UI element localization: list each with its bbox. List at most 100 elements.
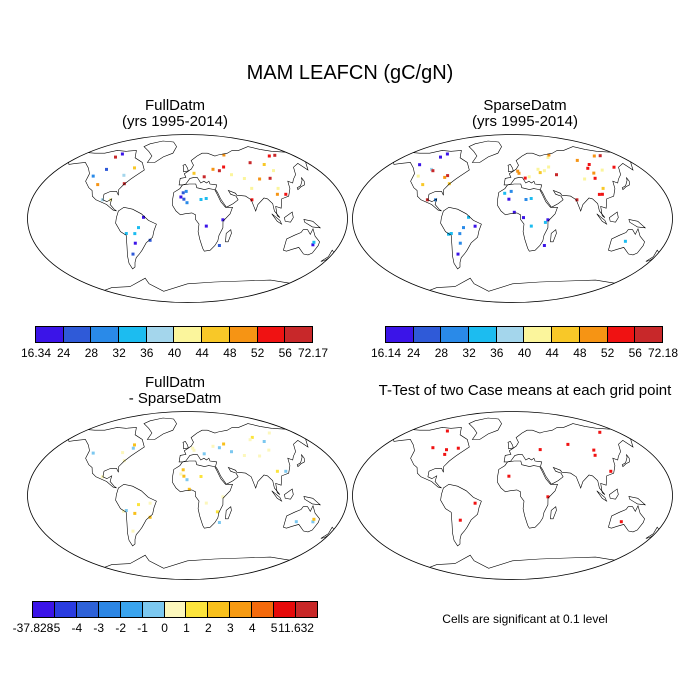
grid-cell xyxy=(217,244,221,247)
grid-cell xyxy=(431,446,435,450)
panel-title-full-line2: (yrs 1995-2014) xyxy=(122,113,228,130)
grid-cell xyxy=(217,169,221,173)
grid-cell xyxy=(312,240,316,244)
grid-cell xyxy=(133,443,136,447)
grid-cell xyxy=(131,252,135,256)
colorbar-tick-label: -3 xyxy=(93,621,105,635)
grid-cell xyxy=(542,244,546,247)
colorbar-tick-label: 24 xyxy=(57,346,71,360)
grid-cell xyxy=(600,192,604,196)
colorbar-tick-label: 24 xyxy=(407,346,421,360)
grid-cell xyxy=(179,472,183,476)
grid-cell xyxy=(542,169,546,173)
coastline-antarctica xyxy=(80,554,295,580)
colorbar-swatch xyxy=(90,326,120,343)
coastline-borneo xyxy=(284,488,294,500)
colorbar-tick-label: 56 xyxy=(628,346,642,360)
colorbar-swatch xyxy=(53,601,77,618)
panel-title-sparse-line2: (yrs 1995-2014) xyxy=(472,113,578,130)
grid-cell xyxy=(619,520,623,524)
colorbar-swatch xyxy=(119,601,143,618)
coastline-greenland xyxy=(468,417,502,440)
grid-cell xyxy=(131,529,135,533)
grid-cell xyxy=(222,442,226,446)
colorbar-swatch xyxy=(118,326,147,343)
coastline-sumatra xyxy=(596,490,608,502)
grid-cell xyxy=(547,165,551,169)
grid-cell xyxy=(258,177,262,181)
colorbar-tick-label: 28 xyxy=(84,346,99,360)
grid-cell xyxy=(199,198,203,201)
grid-cell xyxy=(248,161,252,165)
colorbar-tick-label: 32 xyxy=(112,346,126,360)
grid-cell xyxy=(586,166,590,170)
coastline-sumatra xyxy=(271,213,283,225)
map-panel-full xyxy=(27,134,348,303)
colorbar-tick-label: 2 xyxy=(205,621,212,635)
grid-cell xyxy=(294,520,298,524)
grid-cell xyxy=(527,175,531,179)
coastline-borneo xyxy=(284,211,294,223)
coastline-greenland xyxy=(143,417,177,440)
colorbar-swatch xyxy=(185,601,209,618)
colorbar-swatch xyxy=(163,601,187,618)
grid-cell xyxy=(598,430,602,434)
coastline-uk xyxy=(182,441,189,450)
grid-cell xyxy=(268,176,272,180)
grid-cell xyxy=(230,173,233,177)
map-border xyxy=(352,134,673,303)
colorbar-labels-diff: -37.828 -5 -4 -3 -2 -1 0 1 2 3 4 5 11.632 xyxy=(13,621,318,637)
grid-cell xyxy=(473,501,477,505)
coastline-eurasia xyxy=(503,146,641,218)
map-border xyxy=(27,134,348,303)
colorbar-swatch xyxy=(440,326,470,343)
grid-cell xyxy=(431,169,435,173)
grid-cell xyxy=(202,452,206,456)
grid-cell xyxy=(623,239,627,243)
grid-cell xyxy=(221,495,225,499)
grid-cell xyxy=(267,154,271,158)
grid-cell xyxy=(122,173,126,177)
grid-cell xyxy=(221,218,225,222)
grid-cell xyxy=(124,509,128,512)
grid-cell xyxy=(184,189,188,193)
panel-title-sparse-line1: SparseDatm xyxy=(483,97,567,114)
grid-cell xyxy=(250,186,254,190)
panel-title-diff-line1: FullDatm xyxy=(144,374,205,391)
grid-cell xyxy=(258,454,262,458)
coastline-newZealand xyxy=(645,249,661,262)
grid-cell xyxy=(609,469,613,473)
colorbar-sparse xyxy=(385,326,663,343)
grid-cell xyxy=(516,169,520,173)
grid-cell xyxy=(215,510,219,514)
grid-cell xyxy=(597,192,601,196)
grid-cell xyxy=(114,155,117,159)
panel-title-full: FullDatm (yrs 1995-2014) xyxy=(75,98,275,130)
grid-cell xyxy=(121,451,125,455)
coastline-northAmerica xyxy=(68,427,145,489)
colorbar-swatch xyxy=(578,326,608,343)
grid-cell xyxy=(593,453,597,457)
map-panel-diff xyxy=(27,411,348,580)
colorbar-labels-sparse: 16.14 24 28 32 36 40 44 48 52 56 72.18 xyxy=(371,346,678,362)
coastline-madagascar xyxy=(225,506,232,520)
grid-cell xyxy=(538,448,542,452)
coastline-antarctica xyxy=(80,277,295,303)
grid-cell xyxy=(131,446,135,450)
coastline-northAmerica xyxy=(393,150,470,212)
grid-cell xyxy=(612,165,616,169)
grid-cell xyxy=(467,215,470,219)
colorbar-tick-label: 0 xyxy=(161,621,168,635)
grid-cell xyxy=(546,495,550,499)
grid-cell xyxy=(262,440,266,443)
grid-cell xyxy=(248,438,252,442)
grid-cell xyxy=(529,224,533,228)
panel-title-sparse: SparseDatm (yrs 1995-2014) xyxy=(425,98,625,130)
colorbar-swatch xyxy=(606,326,636,343)
grid-cell xyxy=(312,517,316,521)
grid-cell xyxy=(449,232,453,235)
grid-cell xyxy=(592,448,596,452)
grid-cell xyxy=(185,478,189,482)
colorbar-tick-label: 5 xyxy=(270,621,278,635)
colorbar-tick-label: -4 xyxy=(71,621,83,635)
